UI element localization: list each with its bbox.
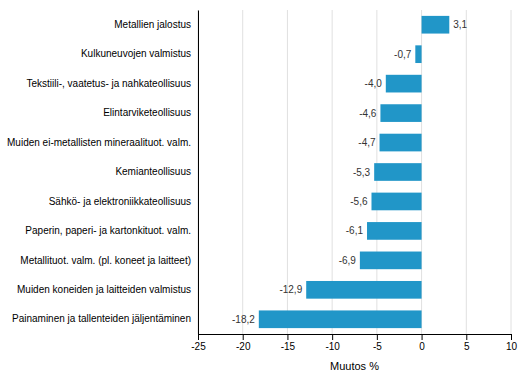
tick-label: -10 — [325, 341, 340, 352]
bar — [374, 163, 421, 181]
data-label: -18,2 — [232, 314, 255, 325]
bar — [415, 45, 421, 63]
grid-line — [242, 10, 243, 334]
page: {"chart_data": {"type": "bar", "orientat… — [0, 0, 529, 378]
data-label: -4,6 — [359, 108, 377, 119]
tick-label: Paperin, paperi- ja kartonkituot. valm. — [25, 225, 191, 236]
tick-label: 0 — [419, 341, 425, 352]
tick-label: Kemianteollisuus — [115, 166, 191, 177]
y-tick: Kemianteollisuus — [115, 166, 191, 177]
bar — [259, 310, 422, 328]
tick-label: Kulkuneuvojen valmistus — [81, 48, 191, 59]
bar — [371, 193, 421, 211]
axis-line — [198, 11, 199, 335]
y-tick: Paperin, paperi- ja kartonkituot. valm. — [25, 225, 191, 236]
x-tick: -5 — [373, 334, 382, 352]
tick-label: Sähkö- ja elektroniikkateollisuus — [49, 196, 191, 207]
y-tick: Elintarviketeollisuus — [103, 107, 191, 118]
x-tick: -20 — [236, 334, 251, 352]
tick-label: -5 — [373, 341, 382, 352]
grid — [198, 10, 511, 334]
tick-mark — [198, 334, 199, 340]
y-tick: Painaminen ja tallenteiden jäljentäminen — [12, 313, 191, 324]
data-labels: -18,2 -12,9 -6,9 -6,1 -5,6 -5,3 -4,7 -4,6 -4,0 -0… — [232, 19, 468, 325]
y-tick: Muiden koneiden ja laitteiden valmistus — [17, 284, 191, 295]
data-label: -6,1 — [346, 225, 364, 236]
tick-mark — [332, 334, 333, 340]
data-label: -12,9 — [279, 284, 302, 295]
data-label: -5,6 — [350, 196, 368, 207]
tick-mark — [287, 334, 288, 340]
data-label: -0,7 — [394, 49, 412, 60]
bar — [360, 252, 422, 270]
bar — [422, 16, 450, 34]
tick-label: -15 — [281, 341, 296, 352]
y-tick: Sähkö- ja elektroniikkateollisuus — [49, 196, 191, 207]
tick-label: Metallituot. valm. (pl. koneet ja laitte… — [20, 255, 191, 266]
chart-svg: -25 -20 -15 -10 -5 0 5 10 Painaminen ja tallente… — [0, 0, 529, 378]
y-tick: Metallituot. valm. (pl. koneet ja laitte… — [20, 255, 191, 266]
plot: -25 -20 -15 -10 -5 0 5 10 Painaminen ja tallente… — [7, 10, 517, 372]
bar — [380, 104, 421, 122]
x-tick: 5 — [464, 334, 470, 352]
x-tick: -10 — [325, 334, 340, 352]
tick-label: -25 — [191, 341, 206, 352]
bar — [386, 75, 422, 93]
data-label: -4,7 — [358, 137, 376, 148]
bars — [259, 16, 449, 328]
data-label: -5,3 — [353, 167, 371, 178]
y-tick: Tekstiili-, vaatetus- ja nahkateollisuus — [26, 78, 191, 89]
grid-line — [511, 10, 512, 334]
tick-label: 5 — [464, 341, 470, 352]
tick-label: Painaminen ja tallenteiden jäljentäminen — [12, 313, 191, 324]
x-axis-title: Muutos % — [330, 360, 379, 372]
y-axis: Painaminen ja tallenteiden jäljentäminen… — [7, 11, 198, 335]
x-tick: 10 — [506, 334, 518, 352]
tick-mark — [466, 334, 467, 340]
data-label: 3,1 — [453, 19, 467, 30]
x-tick: -25 — [191, 334, 206, 352]
data-label: -4,0 — [365, 78, 383, 89]
axis-line — [199, 335, 512, 341]
data-label: -6,9 — [339, 255, 357, 266]
x-axis: -25 -20 -15 -10 -5 0 5 10 — [191, 334, 517, 352]
bar — [306, 281, 421, 299]
tick-label: Tekstiili-, vaatetus- ja nahkateollisuus — [26, 78, 191, 89]
y-tick: Metallien jalostus — [114, 19, 191, 30]
x-tick: -15 — [281, 334, 296, 352]
bar — [380, 134, 422, 152]
tick-label: Muiden koneiden ja laitteiden valmistus — [17, 284, 191, 295]
y-tick: Muiden ei-metallisten mineraalituot. val… — [7, 137, 191, 148]
tick-mark — [377, 334, 378, 340]
tick-label: Metallien jalostus — [114, 19, 191, 30]
tick-mark — [243, 334, 244, 340]
tick-label: Muiden ei-metallisten mineraalituot. val… — [7, 137, 191, 148]
bar — [367, 222, 422, 240]
grid-line — [198, 10, 199, 334]
tick-label: 10 — [506, 341, 518, 352]
chart-container: -25 -20 -15 -10 -5 0 5 10 Painaminen ja tallente… — [0, 0, 529, 378]
tick-mark — [511, 334, 512, 340]
tick-label: -20 — [236, 341, 251, 352]
tick-mark — [422, 334, 423, 340]
y-tick: Kulkuneuvojen valmistus — [81, 48, 191, 59]
grid-line — [466, 10, 467, 334]
x-tick: 0 — [419, 334, 425, 352]
tick-label: Elintarviketeollisuus — [103, 107, 191, 118]
